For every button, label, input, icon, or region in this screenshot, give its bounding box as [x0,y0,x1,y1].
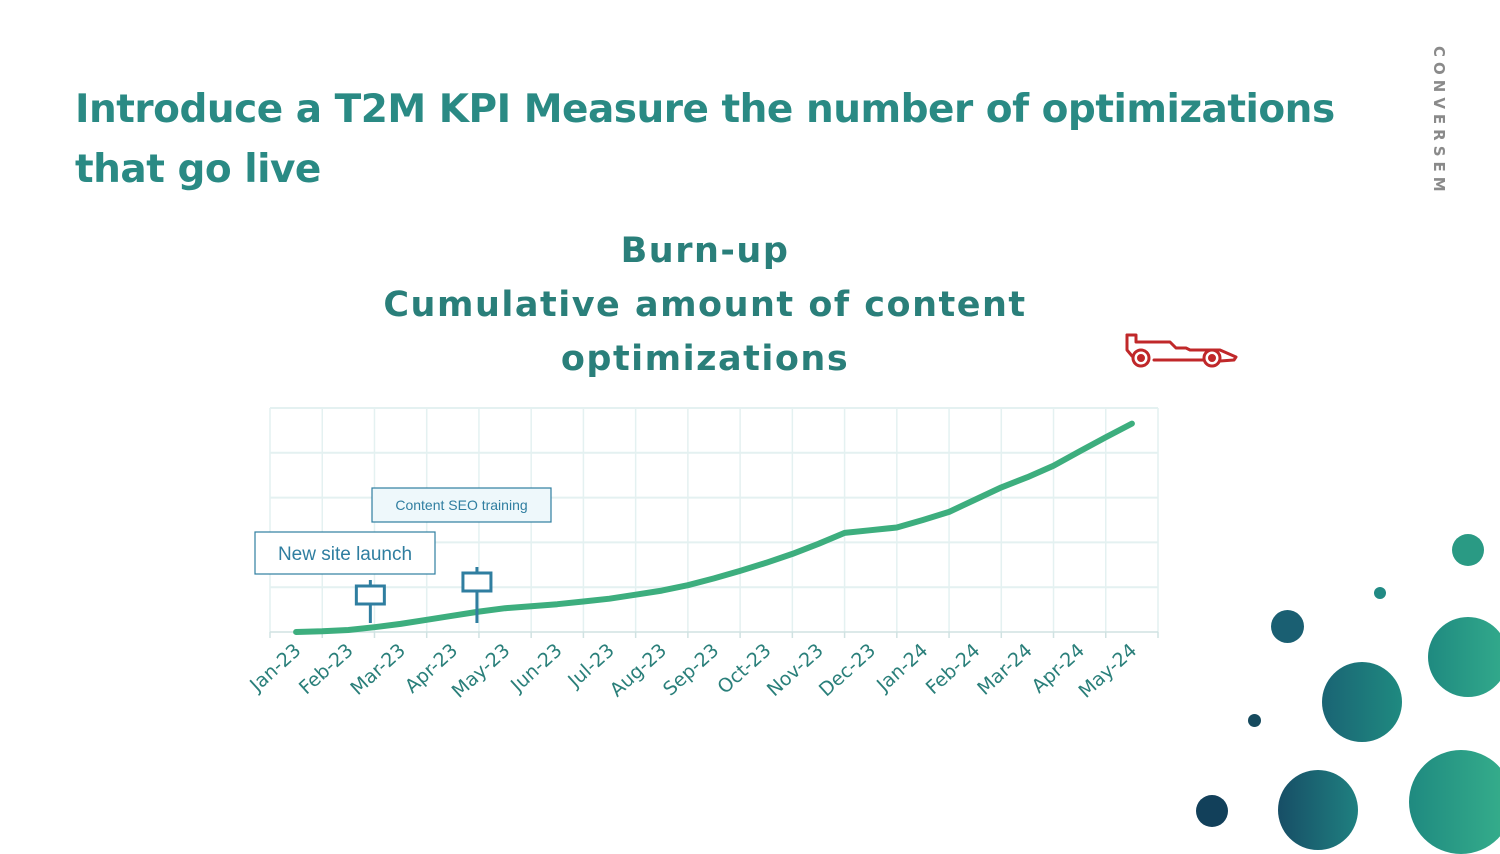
slide-title: Introduce a T2M KPI Measure the number o… [75,87,1335,192]
chart-title-line: Burn-up [620,231,790,271]
x-tick-label: May-24 [1074,639,1141,702]
chart-title: Burn-up Cumulative amount of content opt… [380,224,1030,386]
decorative-circle [1374,587,1386,599]
decorative-circle [1271,610,1304,643]
decorative-circle [1452,534,1484,566]
x-tick-label: Feb-24 [922,639,985,699]
annotation-label: Content SEO training [395,497,527,513]
x-tick-label: Aug-23 [606,639,671,701]
signpost-icon [354,584,386,606]
x-tick-label: Jan-24 [872,639,932,696]
decorative-circle [1428,617,1500,697]
x-tick-label: Feb-23 [295,639,358,699]
annotation-label: New site launch [278,544,412,565]
annotation-box [371,487,552,523]
annotation-box [254,531,436,575]
x-tick-label: May-23 [448,639,515,702]
decorative-circle [1196,795,1228,827]
decorative-circle [1278,770,1358,850]
signpost-icon [461,571,493,593]
race-car-icon [1125,333,1238,368]
x-tick-label: Jun-23 [506,639,567,697]
x-tick-label: Dec-23 [815,639,880,701]
decorative-circle [1248,714,1261,727]
x-tick-label: Sep-23 [659,639,723,700]
chart-title-line: Cumulative amount of content [383,285,1027,325]
decorative-circle [1409,750,1500,854]
x-tick-label: Mar-23 [346,639,410,699]
decorative-circle [1322,662,1402,742]
chart-title-line: optimizations [560,339,850,379]
x-tick-label: Mar-24 [973,639,1037,699]
brand-logo: CONVERSEM [1430,46,1448,197]
x-tick-label: Nov-23 [763,639,828,701]
x-tick-label: Jan-23 [245,639,305,696]
series-line [293,420,1135,635]
